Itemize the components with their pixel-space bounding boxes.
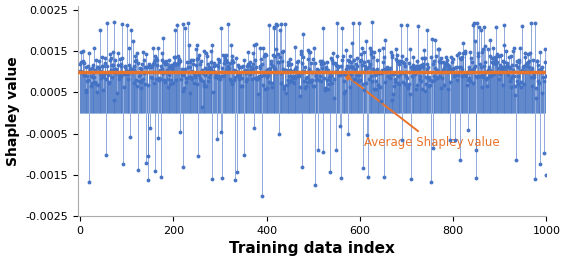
Text: Average Shapley value: Average Shapley value bbox=[345, 75, 500, 149]
X-axis label: Training data index: Training data index bbox=[229, 242, 395, 256]
Y-axis label: Shapley value: Shapley value bbox=[6, 56, 20, 166]
